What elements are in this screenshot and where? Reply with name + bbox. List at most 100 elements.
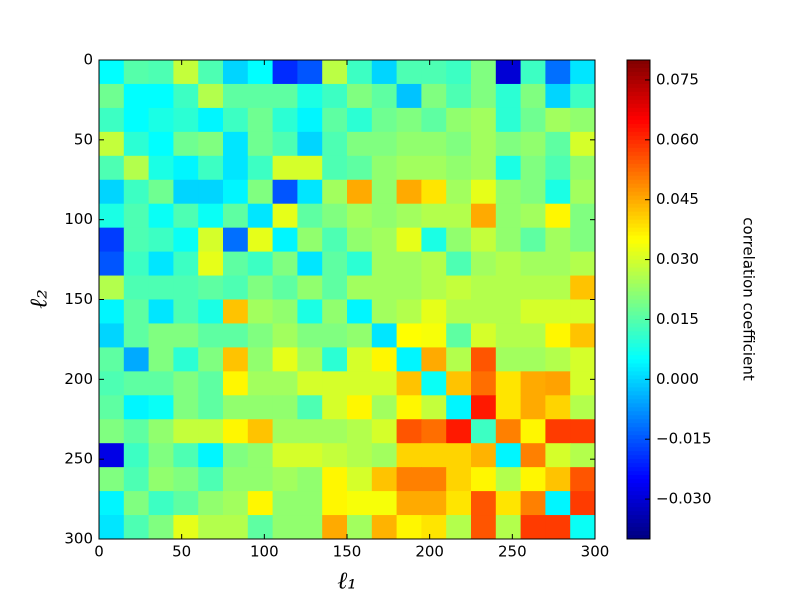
colorbar-segment bbox=[627, 255, 650, 261]
colorbar-segment bbox=[627, 507, 650, 512]
colorbar-tick-label: 0.045 bbox=[656, 190, 699, 208]
colorbar-segment bbox=[627, 175, 650, 181]
heatmap-cell bbox=[272, 227, 298, 253]
heatmap-cell bbox=[148, 299, 174, 324]
heatmap-cell bbox=[495, 155, 522, 181]
heatmap-cell bbox=[223, 179, 249, 205]
heatmap-cell bbox=[446, 251, 472, 277]
colorbar-segment bbox=[627, 439, 650, 444]
heatmap-cell bbox=[148, 323, 174, 348]
colorbar-segment bbox=[627, 351, 650, 356]
heatmap-cell bbox=[297, 347, 323, 372]
colorbar-segment bbox=[627, 171, 650, 177]
heatmap-cell bbox=[545, 83, 571, 109]
colorbar-segment bbox=[627, 383, 650, 388]
heatmap-cell bbox=[123, 275, 150, 300]
heatmap-cell bbox=[471, 131, 497, 157]
heatmap-cell bbox=[396, 275, 422, 300]
colorbar-segment bbox=[627, 287, 650, 293]
y-tick-label: 100 bbox=[64, 210, 93, 228]
heatmap-cell bbox=[446, 275, 472, 300]
heatmap-cell bbox=[173, 443, 199, 468]
heatmap-cell bbox=[347, 323, 373, 348]
heatmap-cell bbox=[495, 299, 522, 324]
heatmap-cell bbox=[272, 491, 298, 516]
heatmap-cell bbox=[247, 131, 274, 157]
heatmap-cell bbox=[520, 107, 546, 133]
heatmap-cell bbox=[520, 83, 546, 109]
colorbar-segment bbox=[627, 195, 650, 201]
heatmap-cell bbox=[99, 323, 125, 348]
heatmap-cell bbox=[297, 60, 323, 85]
colorbar-segment bbox=[627, 99, 650, 105]
heatmap-cell bbox=[371, 395, 398, 420]
colorbar-segment bbox=[627, 295, 650, 300]
heatmap-cell bbox=[396, 131, 422, 157]
heatmap-cell bbox=[223, 155, 249, 181]
colorbar-segment bbox=[627, 447, 650, 452]
colorbar-segment bbox=[627, 367, 650, 372]
heatmap-cell bbox=[421, 131, 447, 157]
colorbar-segment bbox=[627, 227, 650, 233]
colorbar-segment bbox=[627, 119, 650, 125]
heatmap-cell bbox=[322, 323, 348, 348]
heatmap-cell bbox=[570, 107, 596, 133]
y-tick-label: 300 bbox=[64, 530, 93, 548]
colorbar-tick-label: 0.075 bbox=[656, 70, 699, 88]
colorbar-segment bbox=[627, 343, 650, 348]
heatmap-cell bbox=[495, 347, 522, 372]
heatmap-cell bbox=[347, 467, 373, 492]
heatmap-cell bbox=[347, 155, 373, 181]
heatmap-cell bbox=[495, 251, 522, 277]
heatmap-cell bbox=[297, 467, 323, 492]
heatmap-cell bbox=[322, 467, 348, 492]
heatmap-cell bbox=[247, 515, 274, 540]
heatmap-cell bbox=[371, 131, 398, 157]
heatmap-cell bbox=[471, 251, 497, 277]
heatmap-cell bbox=[198, 179, 224, 205]
heatmap-cell bbox=[123, 83, 150, 109]
heatmap-cell bbox=[148, 395, 174, 420]
heatmap-cell bbox=[297, 131, 323, 157]
heatmap-cell bbox=[322, 227, 348, 253]
heatmap-cell bbox=[570, 323, 596, 348]
heatmap-cell bbox=[495, 83, 522, 109]
heatmap-cell bbox=[223, 347, 249, 372]
heatmap-cell bbox=[421, 203, 447, 229]
colorbar-segment bbox=[627, 215, 650, 221]
heatmap-cell bbox=[123, 251, 150, 277]
heatmap-cell bbox=[322, 371, 348, 396]
heatmap-cell bbox=[421, 299, 447, 324]
heatmap-cell bbox=[446, 371, 472, 396]
heatmap-cell bbox=[545, 395, 571, 420]
heatmap-cell bbox=[247, 299, 274, 324]
heatmap-cell bbox=[446, 323, 472, 348]
heatmap-cell bbox=[570, 155, 596, 181]
heatmap-cell bbox=[272, 275, 298, 300]
heatmap-cell bbox=[495, 60, 522, 85]
heatmap-cell bbox=[198, 299, 224, 324]
colorbar-segment bbox=[627, 275, 650, 281]
heatmap-cell bbox=[421, 371, 447, 396]
heatmap-cell bbox=[173, 395, 199, 420]
heatmap-cell bbox=[247, 107, 274, 133]
heatmap-cell bbox=[570, 203, 596, 229]
heatmap-cell bbox=[520, 131, 546, 157]
heatmap-cell bbox=[371, 60, 398, 85]
heatmap-cell bbox=[322, 60, 348, 85]
colorbar-segment bbox=[627, 431, 650, 436]
colorbar-segment bbox=[627, 347, 650, 352]
heatmap-cell bbox=[322, 179, 348, 205]
heatmap-cell bbox=[520, 227, 546, 253]
heatmap-cell bbox=[198, 107, 224, 133]
heatmap-cell bbox=[123, 299, 150, 324]
colorbar-segment bbox=[627, 127, 650, 133]
heatmap-cell bbox=[99, 275, 125, 300]
heatmap-cell bbox=[223, 83, 249, 109]
colorbar-tick-label: −0.030 bbox=[656, 490, 712, 508]
heatmap-cell bbox=[545, 227, 571, 253]
heatmap-cell bbox=[173, 227, 199, 253]
heatmap-cell bbox=[495, 203, 522, 229]
y-tick-label: 50 bbox=[74, 130, 93, 148]
heatmap-cell bbox=[446, 395, 472, 420]
